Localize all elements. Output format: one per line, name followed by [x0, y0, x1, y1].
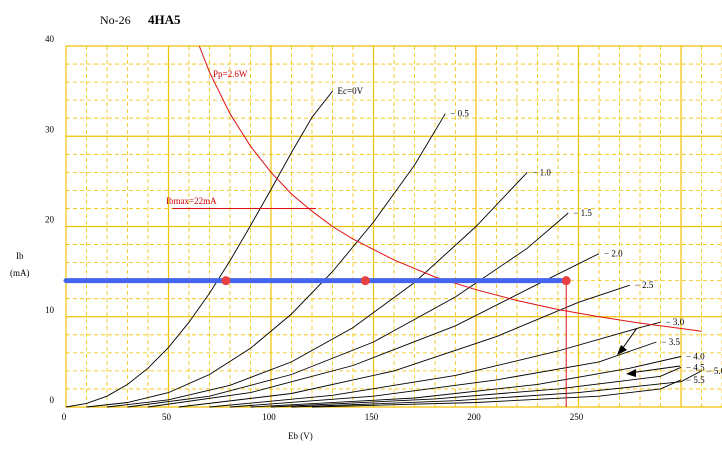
x-tick-label: 250 — [570, 412, 584, 422]
curve-label: − 3.0 — [666, 317, 685, 327]
y-axis-label: Ib — [16, 251, 24, 261]
plate-curve — [270, 366, 682, 408]
y-tick-label: 40 — [45, 34, 55, 44]
x-tick-label: 200 — [467, 412, 481, 422]
curve-label: − 5.5 — [686, 375, 705, 385]
curve-label: Ec=0V — [338, 86, 364, 96]
curve-label: − 1.0 — [532, 167, 551, 177]
plate-curve — [229, 341, 657, 408]
y-tick-label: 30 — [45, 124, 55, 134]
curve-label: − 1.5 — [573, 208, 592, 218]
plate-curve — [178, 284, 630, 408]
arrow-5-0-head — [626, 369, 636, 377]
y-tick-label: 20 — [45, 215, 55, 225]
curve-label: − 5.0 — [707, 366, 722, 376]
chart-number: No-26 — [100, 13, 131, 27]
x-tick-label: 50 — [162, 412, 172, 422]
pp-curve — [198, 45, 702, 332]
x-tick-label: 100 — [262, 412, 276, 422]
plate-curve — [106, 171, 528, 408]
arrow-4-0-head — [617, 345, 627, 355]
plate-curve — [291, 370, 702, 408]
plate-curve — [86, 113, 446, 408]
x-tick-labels: 0 50 100 150 200 250 — [62, 412, 584, 422]
y-tick-label: 10 — [45, 305, 55, 315]
operating-point — [561, 276, 571, 286]
arrow-5-0-shaft — [629, 365, 681, 374]
x-tick-label: 150 — [365, 412, 379, 422]
x-axis-label: Eb (V) — [288, 431, 313, 441]
y-axis-unit: (mA) — [10, 268, 30, 278]
pp-label: Pp=2.6W — [213, 69, 248, 79]
curve-label: − 4.5 — [686, 362, 705, 372]
label-arrows — [617, 327, 681, 377]
plate-curves — [65, 90, 702, 408]
y-tick-label: 0 — [50, 395, 55, 405]
curve-label: − 2.5 — [635, 280, 654, 290]
operating-points — [221, 276, 571, 286]
curve-label: − 2.0 — [604, 249, 623, 259]
curve-label: − 0.5 — [450, 109, 469, 119]
grid — [65, 45, 722, 408]
ibmax-label: Ibmax=22mA — [166, 196, 217, 206]
operating-point — [360, 276, 370, 286]
curve-label: − 4.0 — [686, 351, 705, 361]
plate-curve — [127, 212, 569, 408]
curve-labels: Ec=0V − 0.5 − 1.0 − 1.5 − 2.0 − 2.5 − 3.0 − 3.5… — [338, 86, 722, 385]
plate-curve — [209, 321, 661, 408]
plate-curve — [65, 90, 333, 408]
curve-label: − 3.5 — [661, 337, 680, 347]
chart-title: 4HA5 — [148, 12, 181, 27]
operating-point — [221, 276, 231, 286]
x-tick-label: 0 — [62, 412, 67, 422]
y-tick-labels: 0 10 20 30 40 — [45, 34, 55, 405]
plate-curve — [311, 379, 682, 408]
plate-curve — [250, 356, 682, 408]
